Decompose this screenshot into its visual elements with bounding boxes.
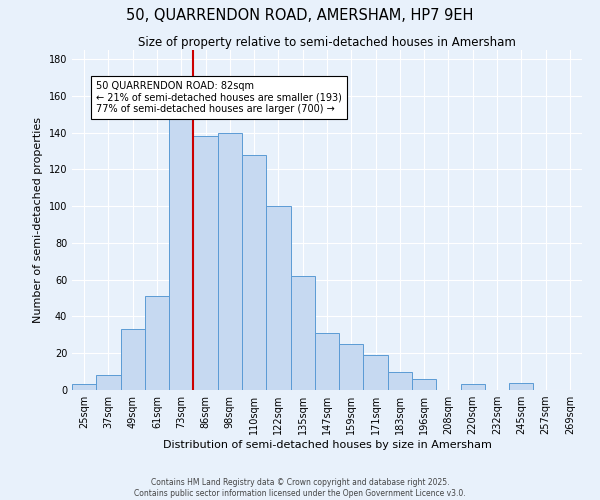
Bar [218,132,242,390]
Title: Size of property relative to semi-detached houses in Amersham: Size of property relative to semi-detach… [138,36,516,49]
Bar [169,112,193,390]
Bar [193,136,218,390]
Bar [412,379,436,390]
Text: Contains HM Land Registry data © Crown copyright and database right 2025.
Contai: Contains HM Land Registry data © Crown c… [134,478,466,498]
Bar [315,333,339,390]
Bar [266,206,290,390]
Bar [290,276,315,390]
Bar [96,376,121,390]
Bar [388,372,412,390]
Bar [242,155,266,390]
Text: 50 QUARRENDON ROAD: 82sqm
← 21% of semi-detached houses are smaller (193)
77% of: 50 QUARRENDON ROAD: 82sqm ← 21% of semi-… [96,81,342,114]
Bar [121,330,145,390]
X-axis label: Distribution of semi-detached houses by size in Amersham: Distribution of semi-detached houses by … [163,440,491,450]
Bar [72,384,96,390]
Bar [339,344,364,390]
Bar [364,355,388,390]
Bar [461,384,485,390]
Bar [145,296,169,390]
Text: 50, QUARRENDON ROAD, AMERSHAM, HP7 9EH: 50, QUARRENDON ROAD, AMERSHAM, HP7 9EH [127,8,473,22]
Bar [509,382,533,390]
Y-axis label: Number of semi-detached properties: Number of semi-detached properties [33,117,43,323]
